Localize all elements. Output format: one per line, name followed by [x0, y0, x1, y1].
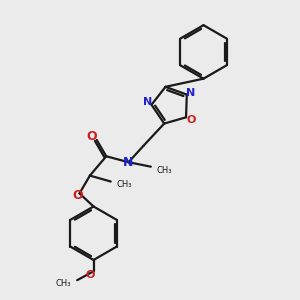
- Text: N: N: [143, 98, 153, 107]
- Text: O: O: [86, 130, 97, 143]
- Text: O: O: [187, 115, 196, 125]
- Text: CH₃: CH₃: [56, 279, 71, 288]
- Text: O: O: [73, 189, 83, 202]
- Text: CH₃: CH₃: [116, 180, 131, 189]
- Text: O: O: [85, 270, 94, 280]
- Text: CH₃: CH₃: [156, 166, 172, 175]
- Text: N: N: [186, 88, 195, 98]
- Text: N: N: [123, 156, 134, 169]
